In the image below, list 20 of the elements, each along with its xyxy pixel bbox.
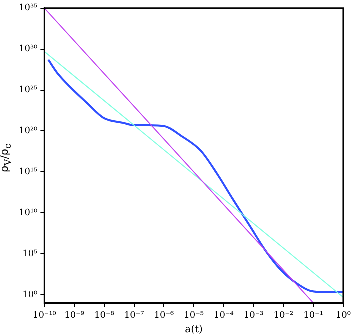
y-tick-label: 10¹⁰ bbox=[18, 208, 38, 218]
x-tick-label: 10⁻⁷ bbox=[124, 310, 145, 321]
y-tick-label: 10³⁰ bbox=[18, 44, 38, 55]
y-tick-label: 10¹⁵ bbox=[18, 168, 38, 178]
x-tick-label: 10⁻⁸ bbox=[94, 310, 115, 321]
x-tick-label: 10⁻⁴ bbox=[214, 310, 234, 321]
x-tick-label: 10⁻² bbox=[274, 310, 294, 321]
y-tick-label: 10⁵ bbox=[22, 249, 38, 260]
x-tick-label: 10⁻⁶ bbox=[154, 310, 174, 321]
y-tick-label: 10⁰ bbox=[22, 290, 38, 300]
y-tick-label: 10²⁰ bbox=[18, 126, 38, 137]
x-tick-label: 10⁻⁵ bbox=[184, 310, 204, 321]
x-tick-label: 10⁻¹ bbox=[304, 310, 324, 321]
y-tick-label: 10³⁵ bbox=[18, 4, 38, 14]
y-tick-label: 10²⁵ bbox=[18, 86, 38, 96]
x-tick-label: 10⁻⁹ bbox=[64, 310, 85, 321]
x-tick-label: 10⁻³ bbox=[244, 310, 264, 321]
x-tick-label: 10⁻¹⁰ bbox=[32, 310, 57, 321]
x-tick-label: 10⁰ bbox=[336, 310, 352, 321]
x-axis-title: a(t) bbox=[185, 324, 204, 336]
